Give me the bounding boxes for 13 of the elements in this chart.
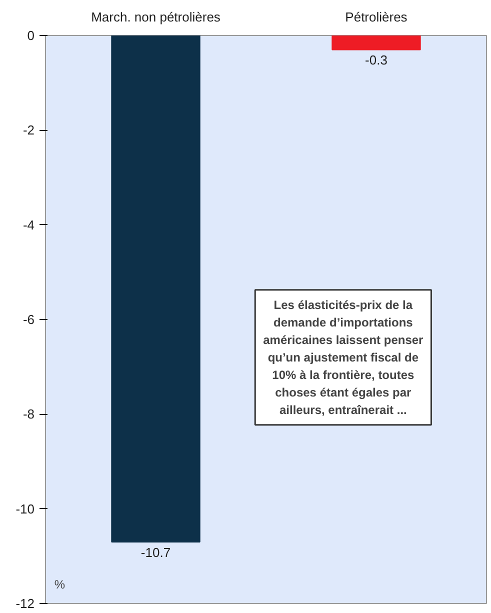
annotation: Les élasticités-prix de la demande d’importations américaines laissent penser qu’un ajustement fiscal de 10% à la frontière, toutes choses étant égales par ailleurs, entraînerait ... — [263, 298, 424, 417]
y-tick-label: -2 — [22, 122, 35, 138]
data-label: -0.3 — [365, 52, 388, 68]
y-tick-label: 0 — [27, 28, 35, 43]
data-label: -10.7 — [140, 544, 171, 560]
y-tick-label: -12 — [16, 596, 35, 611]
x-tick-label: Pétrolières — [345, 10, 408, 24]
y-tick-label: -4 — [22, 217, 35, 232]
annotation: % — [54, 578, 66, 592]
y-tick-label: -10 — [16, 501, 35, 516]
y-tick-label: -8 — [22, 406, 35, 422]
y-tick-label: -6 — [22, 312, 35, 327]
x-tick-label: March. non pétrolières — [91, 10, 221, 24]
